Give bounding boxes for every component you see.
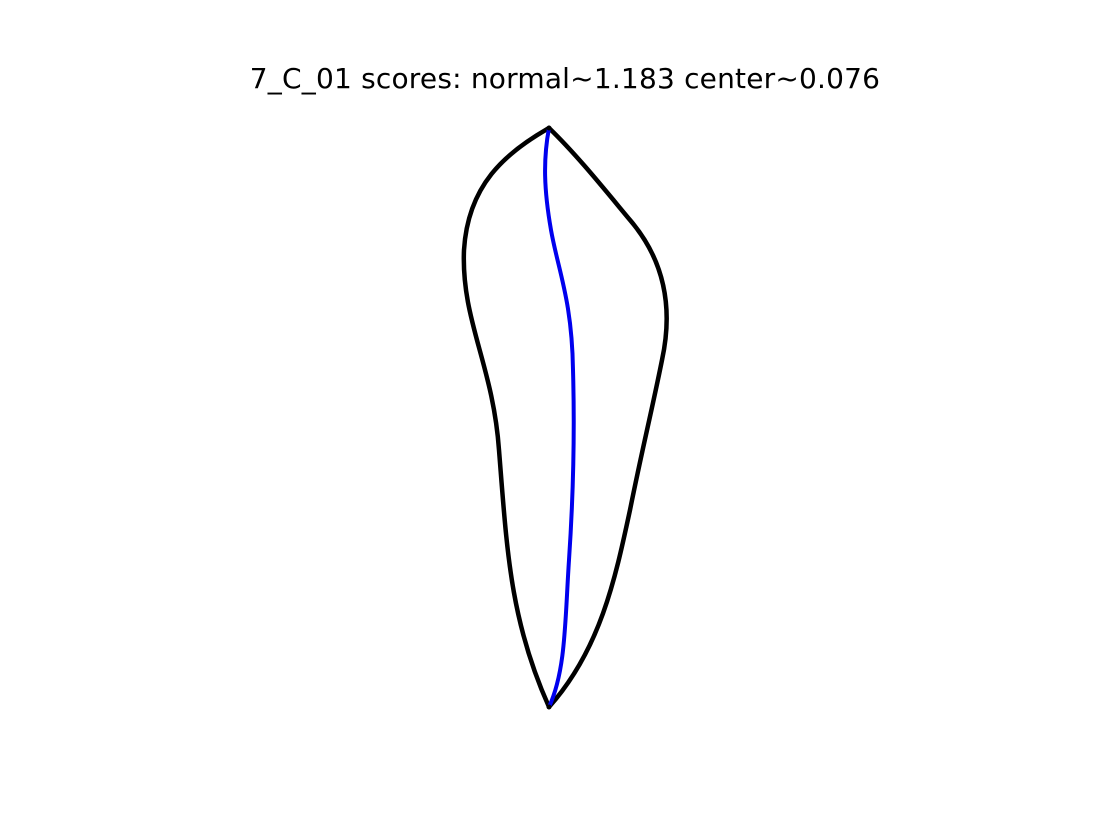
center-line [543,126,576,709]
shape-outline [461,125,669,710]
bottom-vertex [546,704,552,710]
figure-title: 7_C_01 scores: normal~1.183 center~0.076 [249,62,881,95]
top-vertex [546,125,552,131]
